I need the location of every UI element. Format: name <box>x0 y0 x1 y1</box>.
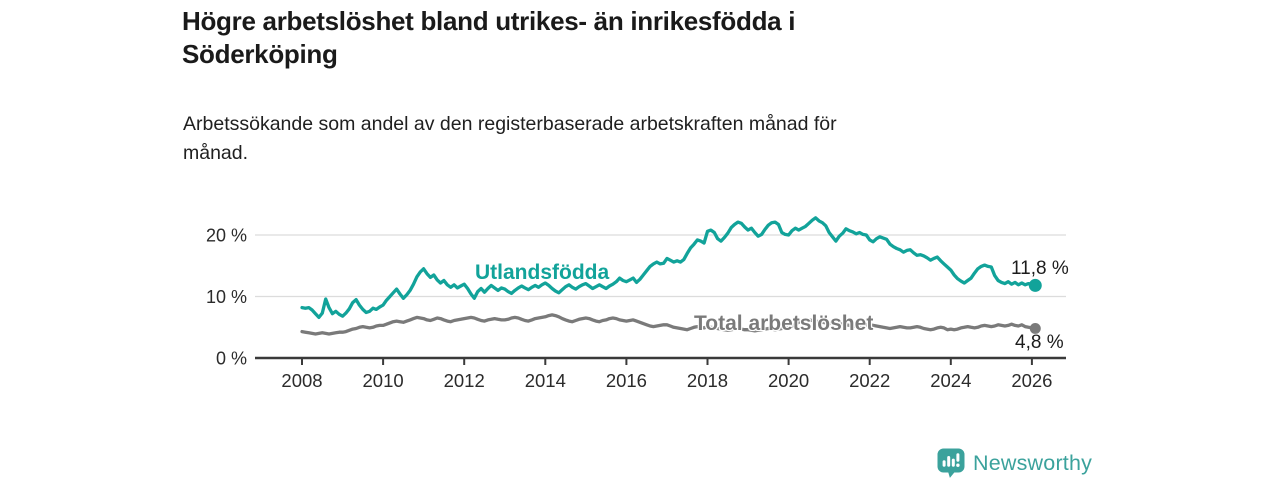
svg-text:2024: 2024 <box>930 370 971 391</box>
chart-subtitle: Arbetssökande som andel av den registerb… <box>183 110 837 168</box>
svg-text:0 %: 0 % <box>216 349 247 369</box>
subtitle-line-1: Arbetssökande som andel av den registerb… <box>183 113 837 135</box>
svg-text:2020: 2020 <box>768 370 809 391</box>
svg-text:2012: 2012 <box>444 370 485 391</box>
svg-text:2010: 2010 <box>363 370 404 391</box>
newsworthy-logo-icon <box>937 448 965 478</box>
page-title: Högre arbetslöshet bland utrikes- än inr… <box>182 5 795 71</box>
svg-text:2014: 2014 <box>525 370 566 391</box>
series-label-total-arbetsloshet: Total arbetslöshet <box>694 312 874 335</box>
end-value-label-utlandsfodda: 11,8 % <box>1011 258 1069 279</box>
brand-name: Newsworthy <box>973 450 1093 475</box>
svg-text:10 %: 10 % <box>206 287 247 307</box>
svg-text:2026: 2026 <box>1011 370 1052 391</box>
svg-text:20 %: 20 % <box>206 226 247 246</box>
end-value-label-total: 4,8 % <box>1015 332 1064 353</box>
brand-footer: Newsworthy <box>936 447 1092 479</box>
title-line-2: Söderköping <box>182 39 338 69</box>
subtitle-line-2: månad. <box>183 142 249 164</box>
title-line-1: Högre arbetslöshet bland utrikes- än inr… <box>182 6 796 36</box>
svg-text:2018: 2018 <box>687 370 728 391</box>
svg-text:2008: 2008 <box>281 370 322 391</box>
svg-text:2022: 2022 <box>849 370 890 391</box>
svg-text:2016: 2016 <box>606 370 647 391</box>
series-label-utlandsfodda: Utlandsfödda <box>475 261 610 284</box>
